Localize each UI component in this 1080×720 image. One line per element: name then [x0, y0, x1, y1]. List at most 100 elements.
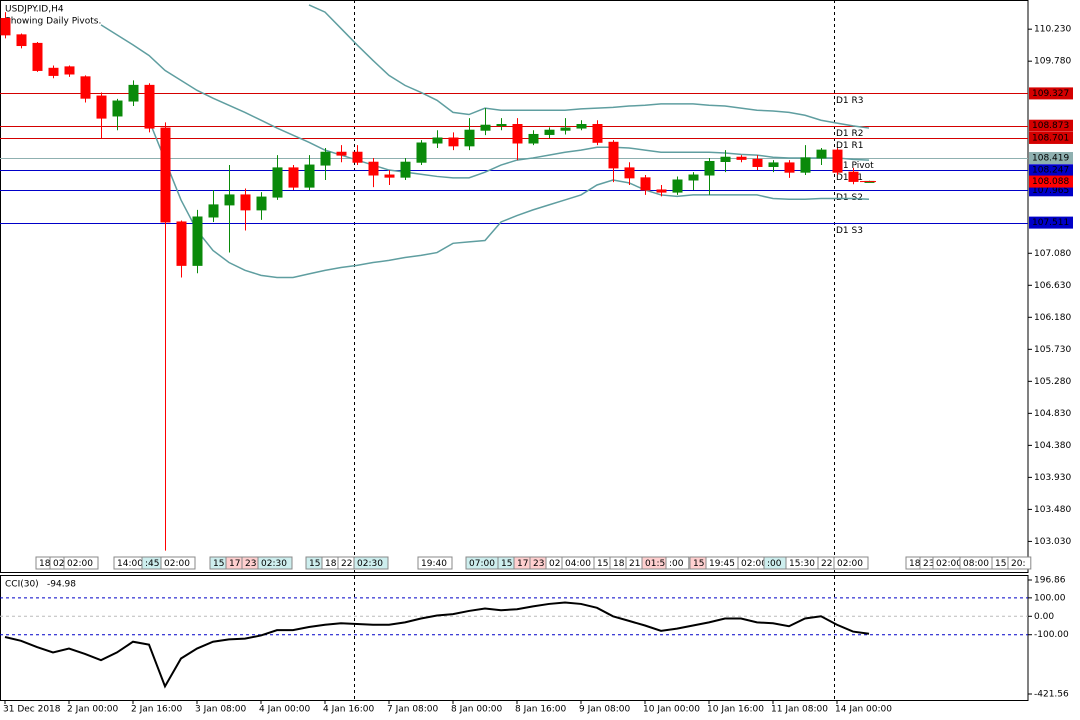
time-marker-label: 02:: [53, 559, 67, 569]
candle-body: [416, 142, 427, 163]
indicator-value: -94.98: [47, 580, 76, 590]
time-marker-box: [353, 556, 389, 570]
time-marker-label: 02:00: [67, 559, 93, 569]
y-tick-label: 103.930: [1034, 473, 1071, 483]
candle-body: [320, 151, 331, 166]
candle-body: [688, 174, 699, 181]
y-tick-label: 103.480: [1034, 505, 1071, 515]
pivot-value: 107.511: [1032, 218, 1069, 228]
y-tick-label: 103.030: [1034, 537, 1071, 547]
x-tick-label: 14 Jan 00:00: [835, 705, 892, 715]
candle-body: [0, 17, 11, 36]
time-marker-label: 23:: [923, 559, 937, 569]
chart-title: USDJPY.ID,H4: [5, 5, 64, 15]
time-marker-label: 02:00: [741, 559, 767, 569]
y-tick-label: 106.630: [1034, 281, 1071, 291]
candle-body: [640, 177, 651, 191]
x-tick-label: 2 Jan 16:00: [131, 705, 183, 715]
x-tick-label: 2 Jan 00:00: [67, 705, 119, 715]
candle-body: [304, 164, 315, 188]
time-marker-label: 02:: [549, 559, 563, 569]
candle-body: [96, 95, 107, 119]
pivot-value: 108.873: [1032, 121, 1069, 131]
candle-body: [560, 127, 571, 131]
pivot-value: 109.327: [1032, 89, 1069, 99]
candle-body: [224, 194, 235, 206]
x-tick-label: 8 Jan 00:00: [451, 705, 503, 715]
pivot-value: 108.419: [1032, 154, 1069, 164]
time-marker-label: 15:: [501, 559, 515, 569]
current-price-value: 108.088: [1032, 177, 1069, 187]
time-marker-label: 22:: [341, 559, 355, 569]
candle-body: [592, 124, 603, 143]
candle-body: [528, 133, 539, 144]
time-marker-label: 15:30: [789, 559, 815, 569]
time-marker-box: [417, 556, 453, 570]
candle-body: [272, 167, 283, 198]
x-tick-label: 9 Jan 08:00: [579, 705, 631, 715]
candle-body: [816, 149, 827, 159]
time-marker-box: [665, 556, 690, 570]
indicator-title: CCI(30): [5, 580, 39, 590]
candle-body: [240, 194, 251, 211]
bollinger-band: [100, 24, 870, 179]
pivot-value-box: [1029, 131, 1073, 144]
candle-body: [496, 124, 507, 127]
cci-panel-frame: [0, 575, 1029, 701]
y-tick-label: 107.080: [1034, 249, 1071, 259]
chart-subtitle: Showing Daily Pivots.: [5, 17, 101, 27]
pivot-label: D1 Pivot: [836, 161, 874, 171]
time-marker-label: 23:: [533, 559, 547, 569]
x-tick-label: 10 Jan 16:00: [707, 705, 764, 715]
candle-body: [288, 167, 299, 188]
time-marker-label: 23:: [245, 559, 259, 569]
candle-body: [576, 124, 587, 129]
time-marker-label: 02:00: [837, 559, 863, 569]
x-tick-label: 11 Jan 08:00: [771, 705, 828, 715]
y-tick-label: 100.00: [1034, 593, 1066, 603]
candle-body: [624, 167, 635, 179]
time-marker-label: 15:: [995, 559, 1009, 569]
candle-body: [448, 137, 459, 147]
pivot-value-box: [1029, 216, 1073, 229]
pivot-value: 107.965: [1032, 186, 1069, 196]
candle-body: [64, 66, 75, 75]
pivot-label: D1 R1: [836, 141, 864, 151]
y-tick-label: 105.730: [1034, 345, 1071, 355]
x-tick-label: 31 Dec 2018: [3, 705, 61, 715]
candle-body: [32, 42, 43, 71]
y-tick-label: 110.230: [1034, 25, 1071, 35]
x-tick-label: 4 Jan 16:00: [323, 705, 375, 715]
x-tick-label: 7 Jan 08:00: [387, 705, 439, 715]
x-tick-label: 10 Jan 00:00: [643, 705, 700, 715]
y-tick-label: 105.280: [1034, 377, 1071, 387]
bollinger-band: [148, 119, 870, 279]
candle-body: [832, 149, 843, 173]
candle-body: [784, 162, 795, 173]
x-tick-label: 3 Jan 08:00: [195, 705, 247, 715]
time-marker-label: 14:00: [117, 559, 143, 569]
time-marker-label: 04:00: [565, 559, 591, 569]
candle-body: [720, 156, 731, 162]
candle-body: [672, 179, 683, 193]
pivot-label: D1 S3: [836, 226, 863, 236]
time-marker-label: 02:30: [261, 559, 287, 569]
candle-body: [656, 189, 667, 193]
y-tick-label: -421.56: [1034, 690, 1069, 700]
pivot-label: D1 R2: [836, 129, 864, 139]
time-marker-label: 19:40: [421, 559, 447, 569]
time-marker-label: 18:: [613, 559, 627, 569]
candle-body: [464, 129, 475, 147]
time-marker-label: 08:00: [963, 559, 989, 569]
pivot-value-box: [1029, 119, 1073, 132]
y-tick-label: 104.380: [1034, 441, 1071, 451]
time-marker-label: 20:: [1011, 559, 1025, 569]
y-tick-label: 0.00: [1034, 612, 1054, 622]
time-marker-label: 02:00: [936, 559, 962, 569]
time-marker-label: 18:: [909, 559, 923, 569]
y-tick-label: 109.780: [1034, 57, 1071, 67]
candle-body: [336, 151, 347, 156]
pivot-label: D1 R3: [836, 96, 864, 106]
